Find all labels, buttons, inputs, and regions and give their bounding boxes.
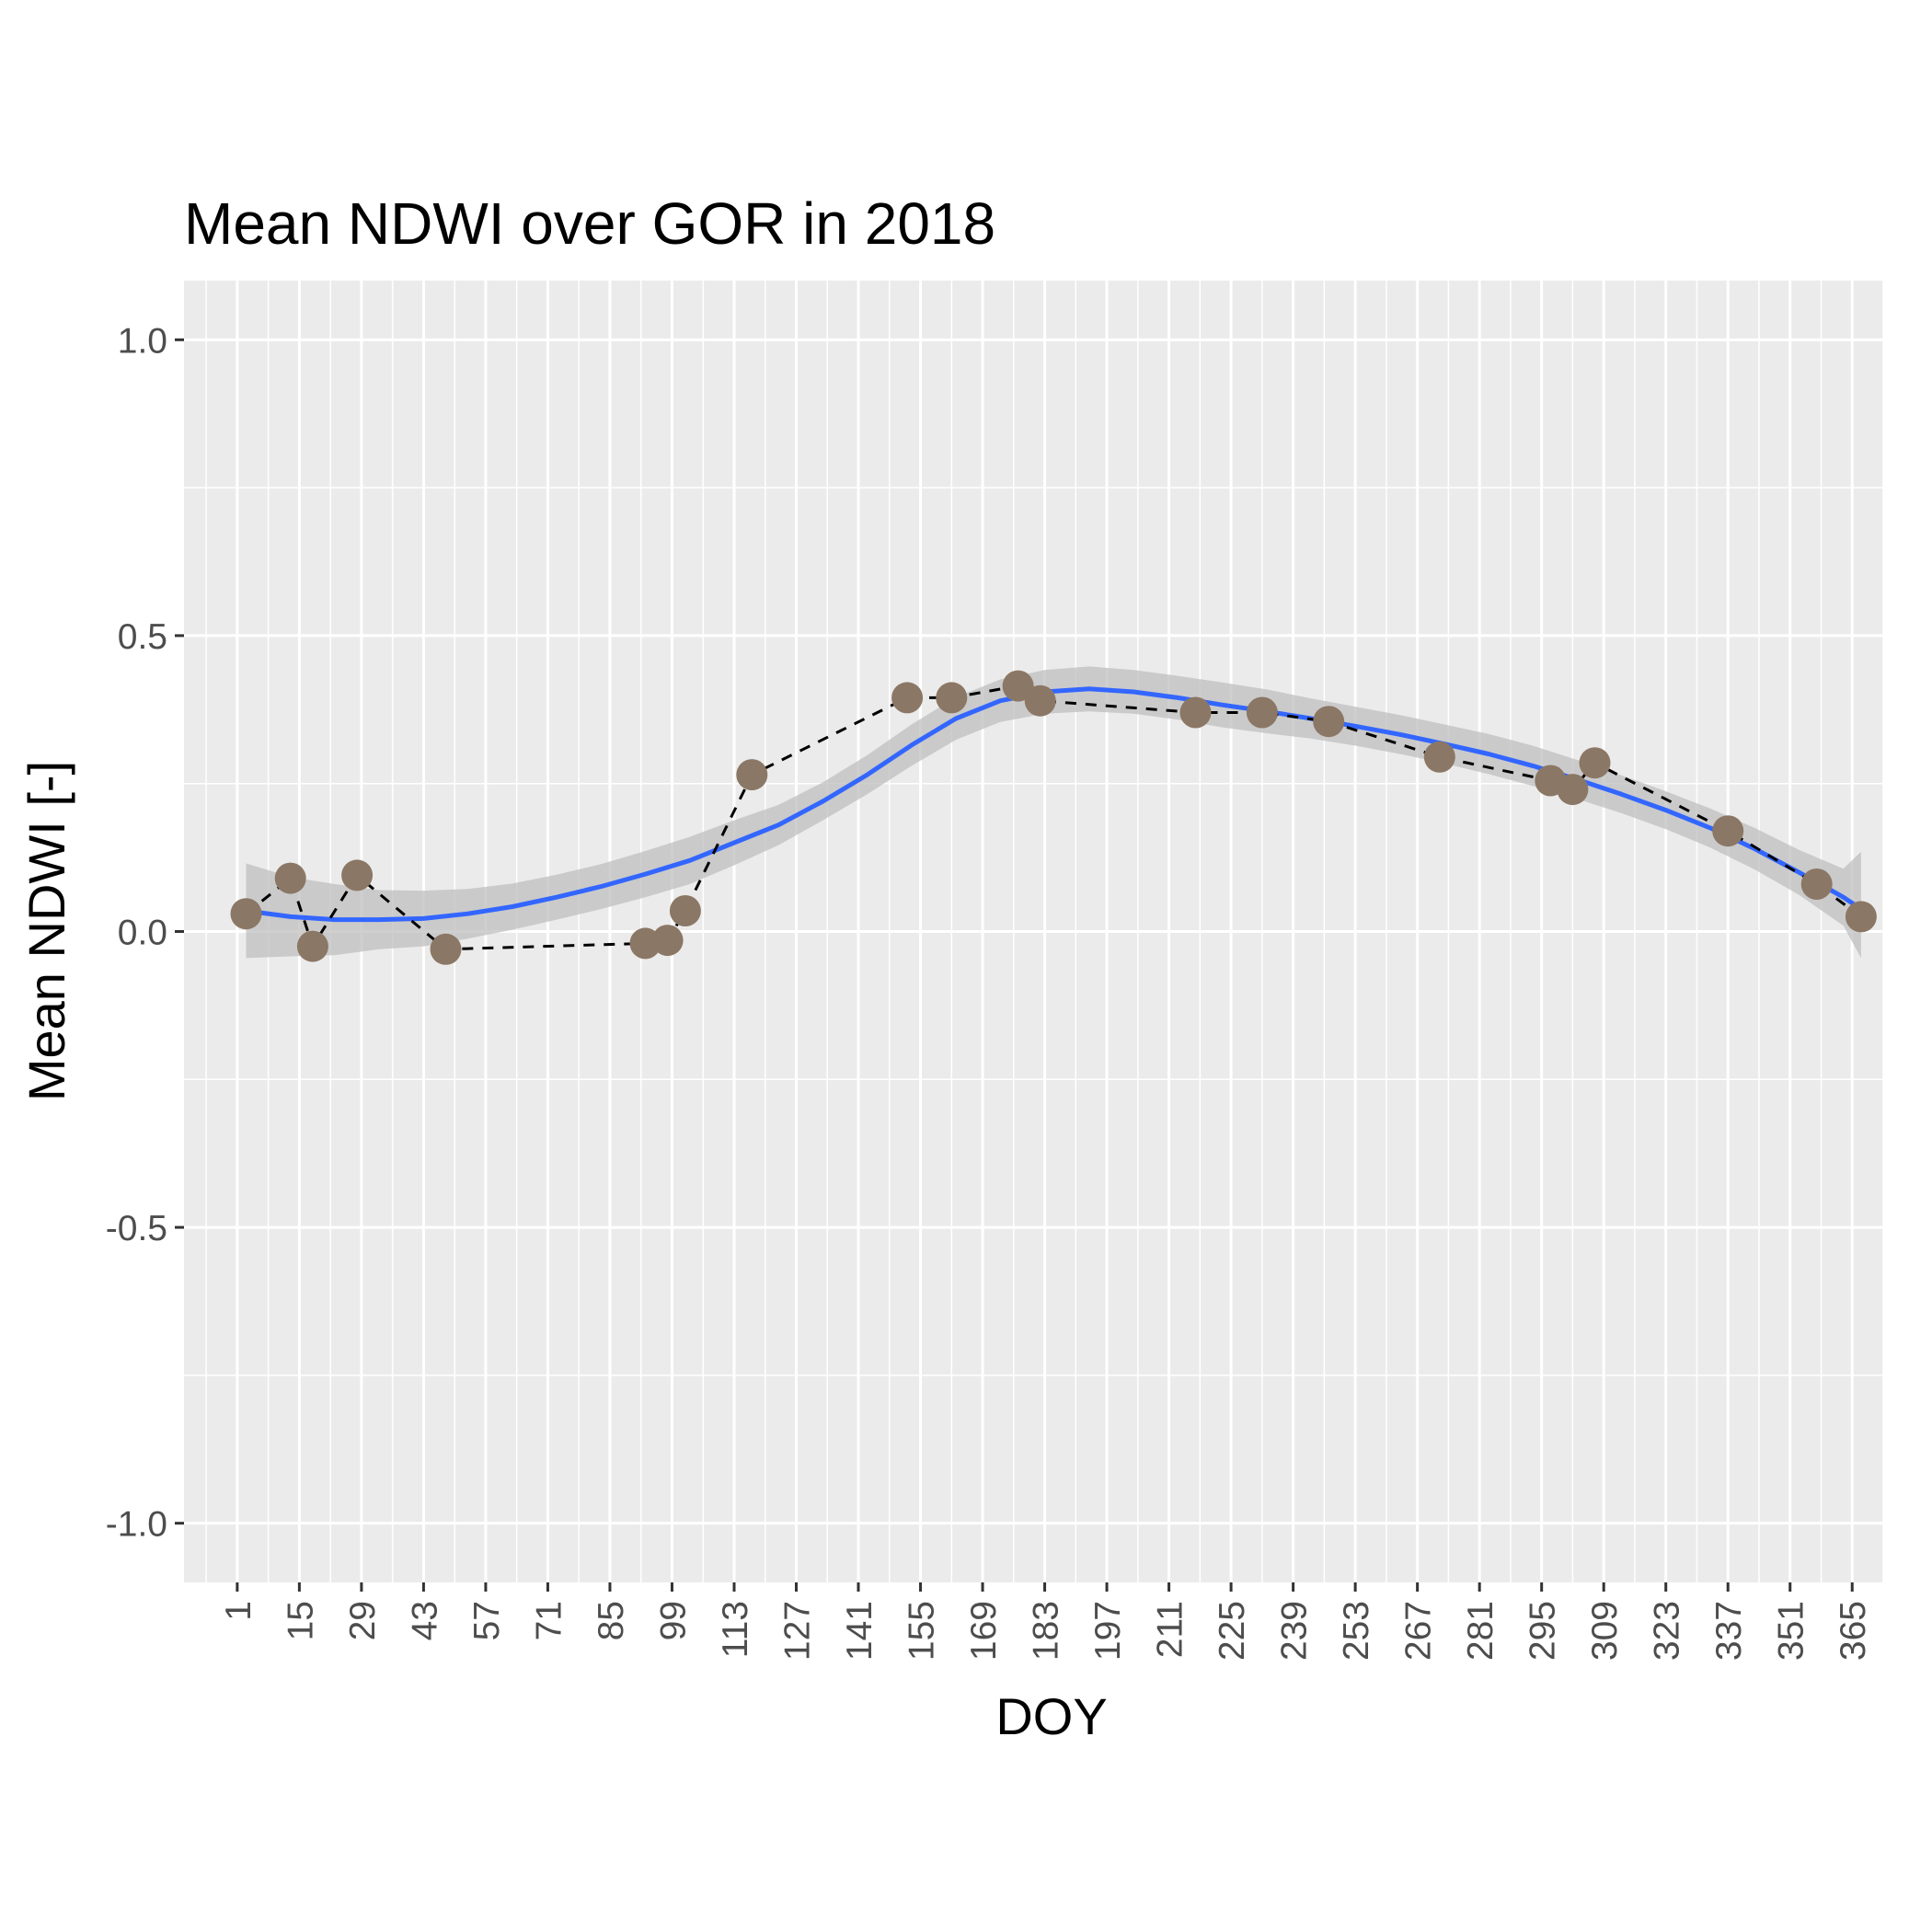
data-point — [1712, 815, 1744, 847]
data-point — [274, 862, 306, 894]
x-tick-label: 267 — [1399, 1601, 1439, 1661]
data-point — [1800, 868, 1833, 900]
data-point — [1423, 741, 1455, 773]
data-point — [1557, 774, 1589, 806]
x-tick-label: 225 — [1213, 1601, 1252, 1661]
y-axis-label: Mean NDWI [-] — [17, 761, 75, 1101]
data-point — [430, 933, 462, 965]
data-point — [1002, 670, 1034, 702]
x-tick-label: 197 — [1088, 1601, 1128, 1661]
x-tick-label: 281 — [1461, 1601, 1501, 1661]
x-tick-label: 71 — [529, 1601, 569, 1640]
data-point — [1246, 696, 1278, 729]
x-tick-label: 113 — [716, 1601, 755, 1658]
x-tick-label: 99 — [654, 1601, 694, 1640]
x-tick-label: 239 — [1275, 1601, 1315, 1661]
x-axis-label: DOY — [995, 1687, 1107, 1745]
x-tick-label: 85 — [592, 1601, 631, 1640]
x-tick-label: 169 — [964, 1601, 1004, 1661]
x-tick-label: 295 — [1524, 1601, 1563, 1661]
confidence-ribbon-layer — [246, 666, 1861, 959]
x-tick-label: 1 — [219, 1601, 259, 1621]
data-point — [1179, 696, 1212, 729]
x-tick-label: 43 — [405, 1601, 444, 1640]
data-point — [669, 895, 701, 926]
y-axis: -1.0 -0.5 0.0 0.5 1.0 — [106, 321, 184, 1545]
x-tick-label: 253 — [1337, 1601, 1376, 1661]
data-point — [296, 930, 328, 962]
smooth-line — [246, 686, 1863, 923]
x-tick-label: 29 — [343, 1601, 383, 1640]
data-point — [891, 682, 924, 714]
data-point — [651, 925, 684, 957]
confidence-ribbon — [246, 666, 1861, 959]
x-tick-label: 183 — [1027, 1601, 1066, 1661]
data-point — [230, 898, 262, 930]
smooth-line-layer — [246, 686, 1863, 923]
data-point — [936, 682, 968, 714]
data-point — [1845, 901, 1877, 933]
data-point — [1313, 706, 1345, 738]
chart-title: Mean NDWI over GOR in 2018 — [184, 190, 995, 257]
data-point — [1579, 747, 1611, 779]
y-tick-label: 1.0 — [118, 321, 167, 361]
x-tick-label: 57 — [467, 1601, 507, 1640]
data-point — [736, 759, 768, 791]
data-point — [1024, 684, 1056, 717]
x-axis: 1 15 29 43 57 71 85 99 113 127 141 155 169 183 197 211 2… — [219, 1582, 1873, 1661]
y-tick-label: -1.0 — [106, 1505, 167, 1545]
x-tick-label: 211 — [1151, 1601, 1190, 1658]
x-tick-label: 155 — [903, 1601, 942, 1661]
points-layer — [230, 670, 1877, 965]
x-tick-label: 365 — [1834, 1601, 1873, 1661]
y-tick-label: 0.0 — [118, 914, 167, 953]
y-tick-label: 0.5 — [118, 617, 167, 657]
x-tick-label: 309 — [1585, 1601, 1625, 1661]
x-tick-label: 127 — [778, 1601, 818, 1661]
x-tick-label: 323 — [1648, 1601, 1687, 1661]
y-tick-label: -0.5 — [106, 1209, 167, 1248]
data-point — [341, 859, 374, 891]
x-tick-label: 141 — [840, 1601, 880, 1661]
x-tick-label: 351 — [1772, 1601, 1811, 1661]
x-tick-label: 337 — [1709, 1601, 1749, 1661]
x-tick-label: 15 — [281, 1601, 320, 1640]
